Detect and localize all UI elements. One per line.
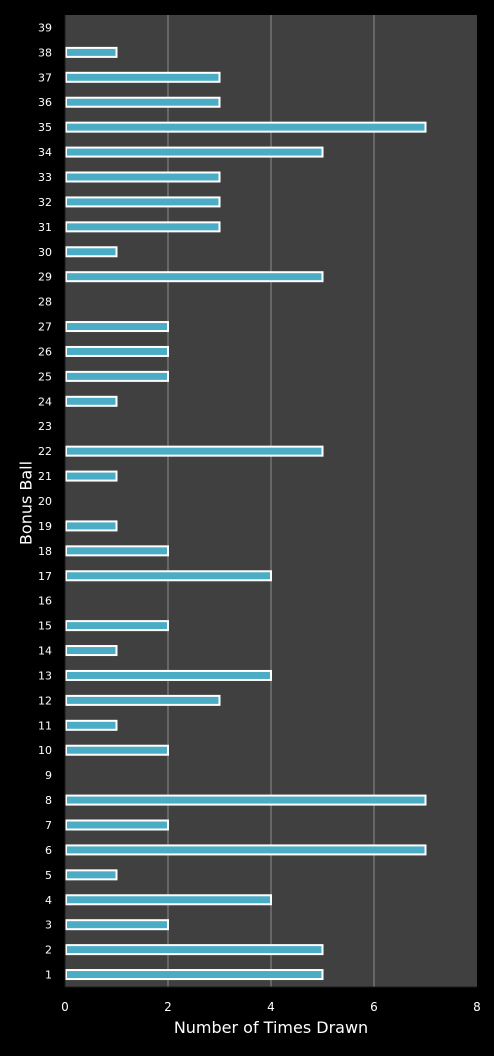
y-tick-label: 34 xyxy=(38,146,52,159)
y-tick-label: 6 xyxy=(45,844,52,857)
bar xyxy=(65,146,324,158)
bar xyxy=(65,744,169,756)
bar xyxy=(65,370,169,382)
y-tick-label: 27 xyxy=(38,321,52,334)
bar xyxy=(65,620,169,632)
bar xyxy=(65,694,221,706)
y-tick-label: 18 xyxy=(38,545,52,558)
y-tick-label: 17 xyxy=(38,570,52,583)
bar xyxy=(65,221,221,233)
x-axis-label: Number of Times Drawn xyxy=(173,1018,369,1037)
y-tick-label: 1 xyxy=(45,969,52,982)
bar xyxy=(65,395,118,407)
bar xyxy=(65,969,324,981)
y-tick-label: 24 xyxy=(38,395,52,408)
y-tick-label: 20 xyxy=(38,495,52,508)
y-tick-label: 39 xyxy=(38,21,52,34)
bar xyxy=(65,345,169,357)
bar xyxy=(65,445,324,457)
y-axis-label: Bonus Ball xyxy=(16,460,36,546)
bar xyxy=(65,46,118,58)
y-tick-label: 32 xyxy=(38,196,52,209)
bar xyxy=(65,944,324,956)
bar xyxy=(65,121,427,133)
bar xyxy=(65,669,272,681)
y-tick-label: 12 xyxy=(38,694,52,707)
bar xyxy=(65,919,169,931)
bar xyxy=(65,246,118,258)
x-tick-label: 8 xyxy=(473,1000,481,1014)
y-tick-label: 9 xyxy=(45,769,52,782)
y-tick-label: 35 xyxy=(38,121,52,134)
y-tick-label: 23 xyxy=(38,420,52,433)
y-tick-label: 38 xyxy=(38,46,52,59)
y-tick-label: 33 xyxy=(38,171,52,184)
y-tick-label: 28 xyxy=(38,296,52,309)
y-tick-label: 13 xyxy=(38,669,52,682)
bar xyxy=(65,794,427,806)
x-tick-label: 2 xyxy=(164,1000,172,1014)
y-tick-label: 10 xyxy=(38,744,52,757)
bar xyxy=(65,545,169,557)
y-tick-label: 22 xyxy=(38,445,52,458)
y-tick-label: 25 xyxy=(38,370,52,383)
y-tick-label: 21 xyxy=(38,470,52,483)
bar xyxy=(65,470,118,482)
y-tick-label: 30 xyxy=(38,246,52,259)
x-tick-label: 6 xyxy=(370,1000,378,1014)
bar xyxy=(65,819,169,831)
y-tick-label: 26 xyxy=(38,345,52,358)
bar xyxy=(65,570,272,582)
bar xyxy=(65,321,169,333)
y-tick-label: 36 xyxy=(38,96,52,109)
bar xyxy=(65,71,221,83)
y-tick-label: 31 xyxy=(38,221,52,234)
y-tick-label: 5 xyxy=(45,869,52,882)
bar xyxy=(65,96,221,108)
bar xyxy=(65,844,427,856)
y-tick-label: 11 xyxy=(38,719,52,732)
y-tick-label: 8 xyxy=(45,794,52,807)
y-tick-label: 37 xyxy=(38,71,52,84)
bar xyxy=(65,271,324,283)
y-tick-label: 16 xyxy=(38,595,52,608)
bar xyxy=(65,869,118,881)
bar xyxy=(65,196,221,208)
y-tick-label: 7 xyxy=(45,819,52,832)
bar xyxy=(65,719,118,731)
bar xyxy=(65,645,118,657)
y-tick-label: 15 xyxy=(38,620,52,633)
bar xyxy=(65,520,118,532)
x-tick-label: 0 xyxy=(61,1000,69,1014)
bar xyxy=(65,894,272,906)
y-tick-label: 14 xyxy=(38,645,52,658)
y-tick-label: 4 xyxy=(45,894,52,907)
y-tick-label: 2 xyxy=(45,944,52,957)
y-tick-label: 19 xyxy=(38,520,52,533)
x-tick-label: 4 xyxy=(267,1000,275,1014)
bar xyxy=(65,171,221,183)
y-tick-label: 3 xyxy=(45,919,52,932)
y-tick-label: 29 xyxy=(38,271,52,284)
